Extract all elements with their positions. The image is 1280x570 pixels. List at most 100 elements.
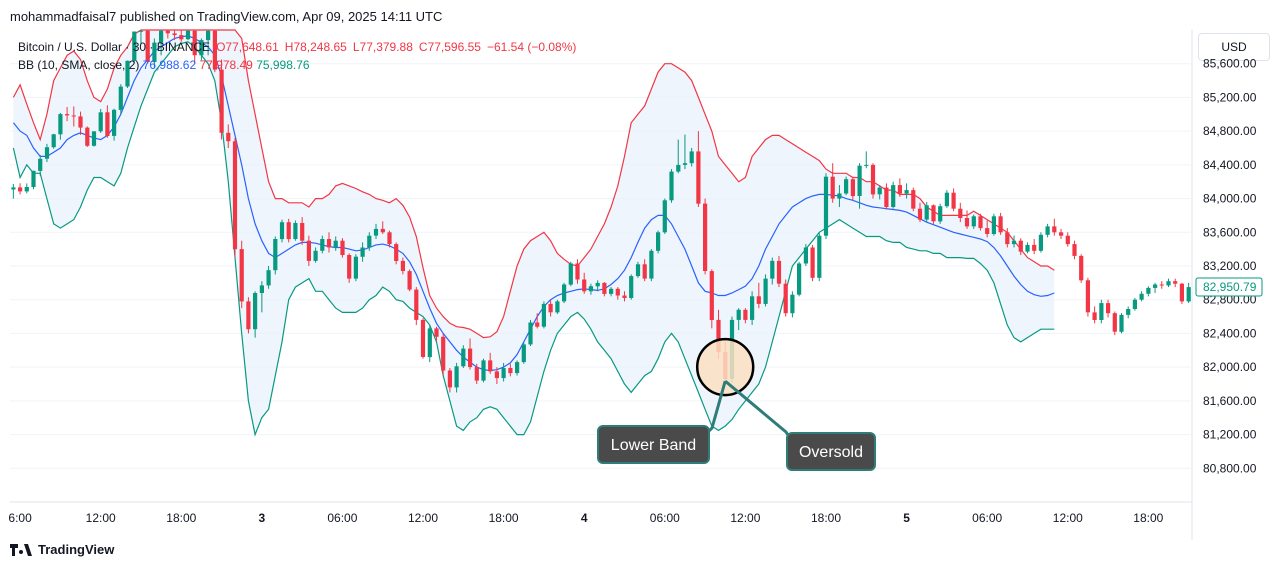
candle xyxy=(508,363,513,377)
close-value: C77,596.55 xyxy=(418,40,481,54)
candle xyxy=(138,30,144,45)
candle-body xyxy=(931,205,936,222)
tradingview-logo[interactable]: TradingView xyxy=(10,542,114,557)
candle xyxy=(152,38,157,68)
candle-body xyxy=(703,203,708,271)
candle-body xyxy=(837,193,842,199)
time-tick-label: 12:00 xyxy=(86,511,116,525)
price-chart[interactable]: 80,800.00 81,200.00 81,600.00 82,000.00 82,4… xyxy=(0,0,1280,540)
candle-body xyxy=(347,255,352,279)
candle xyxy=(985,220,990,238)
candle-body xyxy=(736,309,741,320)
candle-body xyxy=(1173,281,1178,284)
candle-body xyxy=(588,286,593,292)
candle xyxy=(51,133,56,149)
candle-body xyxy=(179,35,184,40)
change-value: −61.54 (−0.08%) xyxy=(486,40,577,54)
candle-body xyxy=(98,112,103,132)
candle xyxy=(420,318,426,359)
time-axis[interactable]: 6:00 12:00 18:00 3 06:00 12:00 18:00 4 06:00 12:0… xyxy=(8,511,1163,525)
candle-body xyxy=(629,276,634,298)
candle xyxy=(938,203,943,224)
chart-legend: Bitcoin / U.S. Dollar · 30 · BINANCE O77,… xyxy=(18,38,576,74)
candle xyxy=(44,143,50,163)
time-tick-label: 3 xyxy=(258,511,265,525)
candle-body xyxy=(340,240,345,255)
band-fill xyxy=(13,30,1055,435)
candle-body xyxy=(770,260,775,279)
price-tick-label: 80,800.00 xyxy=(1203,461,1257,475)
time-tick-label: 06:00 xyxy=(327,511,357,525)
candle-body xyxy=(11,187,16,190)
candle xyxy=(850,176,855,201)
price-tick-label: 85,200.00 xyxy=(1203,90,1257,104)
candle xyxy=(293,220,298,241)
candle-body xyxy=(273,239,278,271)
candle xyxy=(320,235,325,254)
candle xyxy=(1025,242,1030,254)
candle-body xyxy=(1059,232,1064,236)
candle xyxy=(91,131,97,147)
candle-body xyxy=(998,216,1003,233)
candle-body xyxy=(743,309,748,320)
candle-body xyxy=(488,360,493,372)
candle xyxy=(360,242,365,262)
candle xyxy=(803,244,808,266)
candle-body xyxy=(105,112,110,136)
indicator-label[interactable]: BB (10, SMA, close, 2) xyxy=(18,58,140,72)
candle-body xyxy=(31,170,36,187)
candle-body xyxy=(582,279,587,292)
candle-body xyxy=(870,164,876,195)
candle xyxy=(528,319,533,347)
time-tick-label: 06:00 xyxy=(972,511,1002,525)
candle-body xyxy=(407,271,412,290)
candle-body xyxy=(508,368,513,374)
symbol-label[interactable]: Bitcoin / U.S. Dollar · 30 · BINANCE xyxy=(18,40,211,54)
candle xyxy=(1085,277,1090,317)
candle xyxy=(71,106,76,127)
candle-body xyxy=(1045,226,1050,235)
candle-body xyxy=(394,244,399,261)
candle-body xyxy=(750,296,755,320)
candle xyxy=(924,201,929,223)
candle xyxy=(159,30,164,56)
candle xyxy=(857,163,862,209)
candle-body xyxy=(474,367,479,381)
candle xyxy=(1045,223,1050,238)
candle-body xyxy=(44,147,50,159)
oversold-highlight-circle xyxy=(695,337,755,397)
candle xyxy=(1092,306,1097,324)
price-tick-label: 81,600.00 xyxy=(1203,394,1257,408)
candle xyxy=(481,358,486,383)
candle-body xyxy=(441,336,446,371)
candle xyxy=(1099,299,1104,324)
candle xyxy=(763,274,768,307)
candle xyxy=(904,183,909,199)
candle xyxy=(951,188,956,212)
price-axis[interactable]: 80,800.00 81,200.00 81,600.00 82,000.00 82,4… xyxy=(1195,57,1263,476)
candle xyxy=(515,360,520,376)
candle xyxy=(884,183,889,210)
candle-body xyxy=(279,222,285,240)
candle-body xyxy=(790,294,795,314)
candle-body xyxy=(199,40,204,56)
candle-body xyxy=(844,179,849,194)
candle-body xyxy=(562,284,567,302)
candle-body xyxy=(65,114,70,116)
candle xyxy=(347,253,352,283)
price-tick-label: 83,200.00 xyxy=(1203,259,1257,273)
candle-body xyxy=(112,109,117,136)
candle-body xyxy=(535,322,540,327)
candle xyxy=(958,202,963,223)
time-tick-label: 18:00 xyxy=(811,511,841,525)
candle-body xyxy=(817,235,822,278)
candle-body xyxy=(669,171,674,201)
currency-button[interactable]: USD xyxy=(1198,33,1270,61)
candle xyxy=(1159,281,1164,289)
candle xyxy=(1038,232,1043,253)
candle xyxy=(367,232,372,251)
candles xyxy=(11,30,1191,393)
candle xyxy=(797,261,802,297)
candle xyxy=(790,291,795,318)
candle xyxy=(944,190,949,208)
